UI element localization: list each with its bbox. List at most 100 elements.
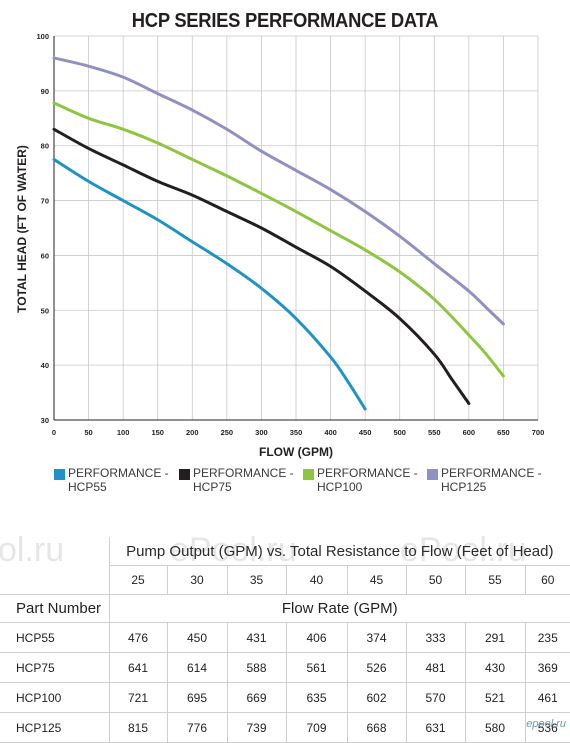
legend-label: HCP125 — [441, 480, 487, 494]
x-tick-label: 150 — [151, 428, 164, 437]
table-cell: 641 — [108, 652, 168, 683]
table-cell: 635 — [285, 682, 348, 713]
table-cell: 461 — [524, 682, 570, 713]
table-cell: 580 — [464, 712, 526, 743]
table-cell: 526 — [346, 652, 407, 683]
table-cell: 476 — [108, 622, 168, 653]
table-row: HCP55 476 450 431 406 374 333 291 235 — [0, 622, 570, 653]
table-head-value: 30 — [166, 565, 228, 595]
table-cell: 631 — [405, 712, 466, 743]
table-cell: 815 — [108, 712, 168, 743]
chart-title: HCP SERIES PERFORMANCE DATA — [131, 10, 439, 32]
table-head-value: 50 — [405, 565, 466, 595]
x-tick-label: 50 — [84, 428, 92, 437]
x-tick-labels: 0 50 100 150 200 250 300 350 400 450 500 550 600 650 7… — [52, 428, 544, 437]
series-line-hcp100 — [52, 101, 505, 378]
legend-label: PERFORMANCE - — [317, 466, 418, 480]
series-line-hcp75 — [52, 127, 471, 406]
table-cell: 374 — [346, 622, 407, 653]
performance-chart: 30 40 50 60 70 80 90 100 0 50 100 150 200 250 300 350 4… — [15, 32, 544, 459]
table-row: HCP75 641 614 588 561 526 481 430 369 — [0, 652, 570, 683]
legend-label: PERFORMANCE - — [68, 466, 169, 480]
x-tick-label: 550 — [428, 428, 441, 437]
table-cell: 430 — [464, 652, 526, 683]
table-cell: 668 — [346, 712, 407, 743]
x-tick-label: 0 — [52, 428, 56, 437]
table-cell: 614 — [166, 652, 228, 683]
legend-label: HCP55 — [68, 480, 107, 494]
series-lines — [52, 56, 505, 411]
x-tick-label: 500 — [393, 428, 406, 437]
table-row: HCP125 815 776 739 709 668 631 580 536 — [0, 712, 570, 743]
table-head-value: 55 — [464, 565, 526, 595]
table-head-value: 25 — [108, 565, 168, 595]
table-head-value: 40 — [285, 565, 348, 595]
table-cell: 235 — [524, 622, 570, 653]
legend-swatch — [179, 469, 190, 480]
y-tick-label: 30 — [41, 416, 49, 425]
legend-label: PERFORMANCE - — [193, 466, 294, 480]
table-part-cell: HCP75 — [0, 652, 110, 683]
series-line-hcp125 — [52, 56, 505, 326]
table-cell: 776 — [166, 712, 228, 743]
table-cell: 450 — [166, 622, 228, 653]
legend-swatch — [303, 469, 314, 480]
legend-label: HCP75 — [193, 480, 232, 494]
table-cell: 669 — [226, 682, 287, 713]
table-cell: 695 — [166, 682, 228, 713]
table-head-value: 35 — [226, 565, 287, 595]
y-tick-label: 70 — [41, 197, 49, 206]
x-tick-label: 250 — [221, 428, 234, 437]
x-tick-label: 100 — [117, 428, 130, 437]
x-tick-label: 400 — [324, 428, 337, 437]
axes — [53, 36, 538, 421]
y-tick-label: 90 — [41, 87, 49, 96]
table-cell: 721 — [108, 682, 168, 713]
y-axis-label: TOTAL HEAD (FT OF WATER) — [15, 145, 29, 313]
table-part-cell: HCP55 — [0, 622, 110, 653]
table-cell: 333 — [405, 622, 466, 653]
table-part-cell: HCP100 — [0, 682, 110, 713]
x-axis-label: FLOW (GPM) — [259, 445, 333, 459]
table-cell: 521 — [464, 682, 526, 713]
table-cell: 369 — [524, 652, 570, 683]
x-tick-label: 200 — [186, 428, 199, 437]
gridlines — [54, 35, 539, 420]
table-cell: 709 — [285, 712, 348, 743]
series-line-hcp55 — [52, 157, 367, 411]
table-cell: 406 — [285, 622, 348, 653]
table-cell: 739 — [226, 712, 287, 743]
y-tick-labels: 30 40 50 60 70 80 90 100 — [36, 32, 49, 425]
legend: PERFORMANCE - HCP55 PERFORMANCE - HCP75 PE… — [54, 466, 554, 500]
legend-label: HCP100 — [317, 480, 363, 494]
y-tick-label: 80 — [41, 142, 49, 151]
table-head-value: 45 — [346, 565, 407, 595]
table-header-title: Pump Output (GPM) vs. Total Resistance t… — [108, 537, 570, 566]
y-tick-label: 50 — [41, 306, 49, 315]
y-tick-label: 40 — [41, 361, 49, 370]
brand-logo: epool.ru — [526, 718, 566, 730]
x-tick-label: 700 — [532, 428, 545, 437]
table-cell: 481 — [405, 652, 466, 683]
y-tick-label: 100 — [36, 32, 49, 41]
table-row: HCP100 721 695 669 635 602 570 521 461 — [0, 682, 570, 713]
legend-label: PERFORMANCE - — [441, 466, 542, 480]
x-tick-label: 600 — [463, 428, 476, 437]
legend-swatch — [427, 469, 438, 480]
flow-rate-header: Flow Rate (GPM) — [108, 594, 570, 623]
table-part-cell: HCP125 — [0, 712, 110, 743]
table-cell: 561 — [285, 652, 348, 683]
flow-rate-table: Pump Output (GPM) vs. Total Resistance t… — [0, 537, 570, 743]
table-cell: 570 — [405, 682, 466, 713]
x-tick-label: 350 — [290, 428, 303, 437]
table-cell: 588 — [226, 652, 287, 683]
x-tick-label: 650 — [497, 428, 510, 437]
legend-swatch — [54, 469, 65, 480]
table-cell: 602 — [346, 682, 407, 713]
table-cell: 431 — [226, 622, 287, 653]
part-number-header: Part Number — [0, 594, 110, 623]
table-head-value: 60 — [524, 565, 570, 595]
x-tick-label: 450 — [359, 428, 372, 437]
y-tick-label: 60 — [41, 251, 49, 260]
table-cell: 536 — [524, 712, 570, 743]
